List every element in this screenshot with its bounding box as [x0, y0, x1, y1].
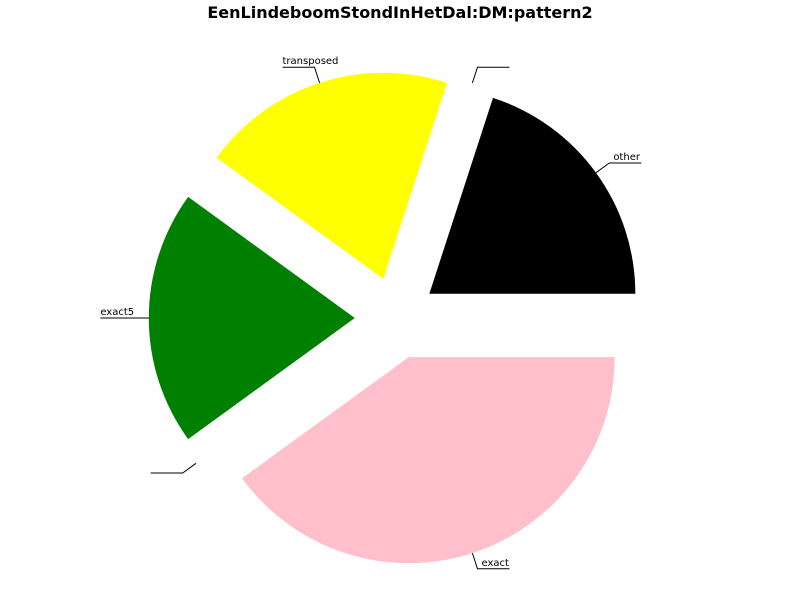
chart-title: EenLindeboomStondInHetDal:DM:pattern2	[207, 3, 592, 22]
slice-label-exact: exact	[481, 558, 509, 569]
pie-slice-transposed	[216, 72, 447, 279]
leader-line-transposed	[282, 66, 321, 84]
leader-line-empty-4	[150, 462, 197, 474]
pie-labels: other transposed exact5 exact	[100, 56, 641, 569]
leader-line-other	[595, 162, 642, 174]
pie-leader-lines	[100, 66, 642, 570]
pie-slice-other	[429, 97, 636, 294]
pie-slice-exact5	[148, 196, 355, 440]
slice-label-transposed: transposed	[283, 56, 339, 67]
leader-line-exact	[471, 552, 510, 570]
slice-label-other: other	[613, 152, 641, 163]
pie-slice-exact	[242, 357, 615, 564]
slice-label-exact5: exact5	[100, 307, 134, 318]
pie-slices	[148, 72, 636, 564]
leader-line-empty-1	[471, 66, 510, 84]
